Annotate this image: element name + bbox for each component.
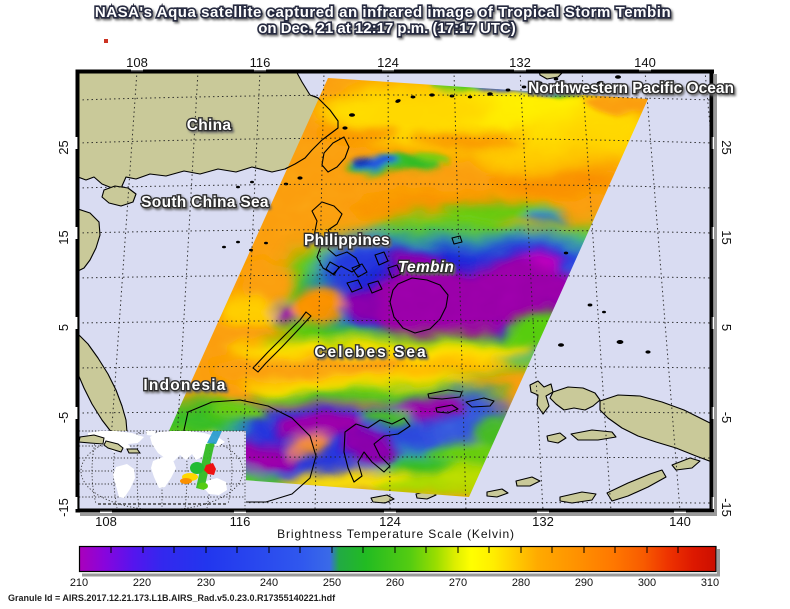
svg-text:15: 15 [56, 230, 71, 244]
svg-text:5: 5 [56, 324, 71, 331]
svg-text:116: 116 [250, 55, 271, 70]
svg-text:Indonesia: Indonesia [143, 377, 226, 394]
svg-text:240: 240 [260, 577, 278, 589]
svg-text:108: 108 [95, 514, 117, 529]
svg-text:290: 290 [575, 577, 593, 589]
svg-text:230: 230 [197, 577, 215, 589]
svg-text:-5: -5 [56, 412, 71, 424]
svg-text:-5: -5 [719, 412, 734, 424]
svg-text:-15: -15 [56, 498, 71, 517]
svg-text:140: 140 [669, 514, 691, 529]
svg-text:310: 310 [701, 577, 719, 589]
svg-text:South China Sea: South China Sea [141, 194, 269, 211]
svg-text:Brightness Temperature Scale (: Brightness Temperature Scale (Kelvin) [277, 527, 515, 541]
svg-text:124: 124 [377, 55, 399, 70]
svg-text:210: 210 [70, 577, 88, 589]
svg-text:124: 124 [379, 514, 401, 529]
svg-text:260: 260 [386, 577, 404, 589]
svg-text:Philippines: Philippines [304, 232, 390, 249]
svg-text:Celebes Sea: Celebes Sea [314, 344, 427, 361]
svg-text:300: 300 [638, 577, 656, 589]
svg-text:25: 25 [56, 140, 71, 154]
svg-text:on Dec. 21 at 12:17 p.m. (17:1: on Dec. 21 at 12:17 p.m. (17:17 UTC) [258, 20, 516, 37]
svg-text:108: 108 [126, 55, 148, 70]
svg-text:132: 132 [532, 514, 554, 529]
svg-text:-15: -15 [719, 498, 734, 517]
svg-text:270: 270 [449, 577, 467, 589]
svg-text:Tembin: Tembin [398, 259, 454, 276]
svg-text:Granule Id = AIRS.2017.12.21.1: Granule Id = AIRS.2017.12.21.173.L1B.AIR… [8, 593, 336, 603]
svg-text:220: 220 [133, 577, 151, 589]
svg-text:5: 5 [719, 324, 734, 331]
svg-text:132: 132 [509, 55, 531, 70]
svg-text:China: China [187, 117, 232, 134]
svg-text:25: 25 [719, 140, 734, 154]
svg-text:250: 250 [323, 577, 341, 589]
svg-text:116: 116 [230, 514, 251, 529]
svg-text:NASA's Aqua satellite captured: NASA's Aqua satellite captured an infrar… [95, 4, 671, 21]
svg-text:Northwestern Pacific Ocean: Northwestern Pacific Ocean [528, 80, 734, 97]
svg-text:140: 140 [634, 55, 656, 70]
svg-text:15: 15 [719, 230, 734, 244]
svg-text:280: 280 [512, 577, 530, 589]
